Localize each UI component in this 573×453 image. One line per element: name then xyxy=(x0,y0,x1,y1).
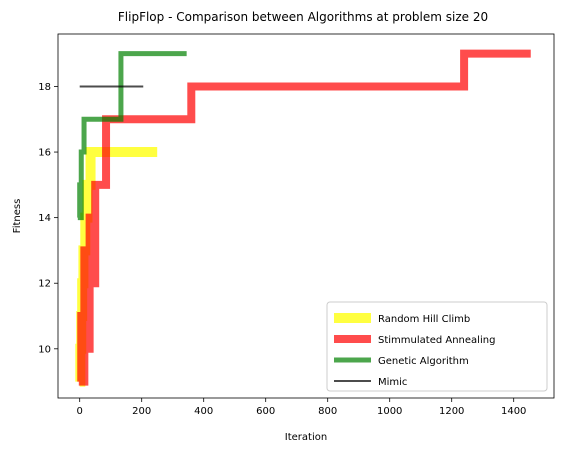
legend-label-random-hill-climb: Random Hill Climb xyxy=(378,314,470,325)
legend-entries: Random Hill Climb Stimmulated Annealing Ge… xyxy=(334,313,495,388)
x-tick-label: 0 xyxy=(77,406,83,417)
series-group xyxy=(75,49,531,387)
x-axis-title: Iteration xyxy=(285,432,327,443)
legend-label-genetic-algorithm: Genetic Algorithm xyxy=(378,356,469,367)
y-axis: 10 12 14 16 18 xyxy=(38,82,58,355)
y-tick-label: 16 xyxy=(38,148,51,159)
y-tick-label: 18 xyxy=(38,82,51,93)
series-line-genetic-algorithm xyxy=(77,51,187,221)
legend-label-stimmulated-annealing: Stimmulated Annealing xyxy=(378,335,495,346)
x-tick-label: 200 xyxy=(132,406,151,417)
y-tick-label: 10 xyxy=(38,344,51,355)
y-tick-label: 14 xyxy=(38,213,51,224)
legend: Random Hill Climb Stimmulated Annealing Ge… xyxy=(326,301,548,392)
plot-frame xyxy=(57,33,555,399)
y-axis-title: Fitness xyxy=(12,199,23,234)
x-tick-label: 600 xyxy=(256,406,275,417)
x-axis: 0 200 400 600 800 1000 1200 1400 xyxy=(77,398,526,417)
chart-title: FlipFlop - Comparison between Algorithms… xyxy=(118,10,488,24)
x-tick-label: 400 xyxy=(194,406,213,417)
legend-label-mimic: Mimic xyxy=(378,377,407,388)
x-tick-label: 800 xyxy=(318,406,337,417)
y-tick-label: 12 xyxy=(38,279,51,290)
x-tick-label: 1400 xyxy=(501,406,526,417)
series-line-stimmulated-annealing xyxy=(77,49,531,386)
legend-box xyxy=(326,301,548,392)
x-tick-label: 1200 xyxy=(439,406,464,417)
x-tick-label: 1000 xyxy=(377,406,402,417)
